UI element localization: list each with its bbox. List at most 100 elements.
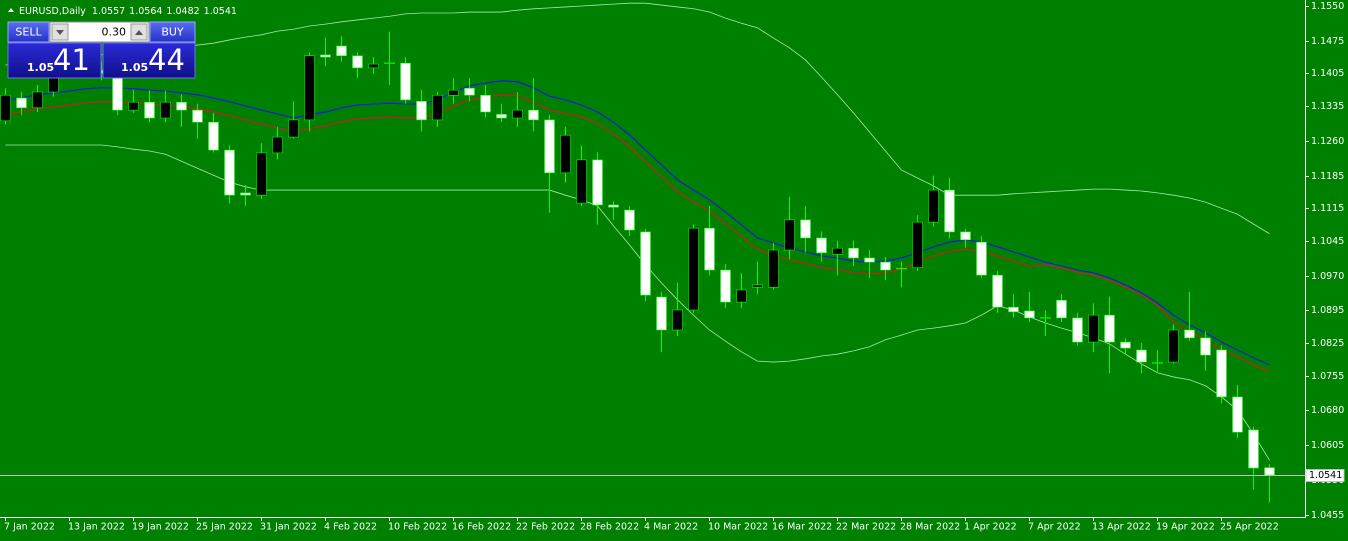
candle-body	[576, 159, 587, 204]
candle-body	[112, 77, 123, 111]
x-tick-label: 4 Mar 2022	[644, 522, 698, 533]
candle-body	[368, 63, 379, 69]
sell-button[interactable]	[7, 21, 50, 43]
candle-body	[912, 221, 923, 269]
x-tick-label: 1 Apr 2022	[964, 522, 1017, 533]
y-tick-label: 1.1335	[1311, 101, 1344, 112]
x-tick-label: 22 Feb 2022	[516, 522, 575, 533]
candle-body	[848, 247, 859, 259]
candle-body	[448, 89, 459, 96]
x-tick-label: 19 Apr 2022	[1156, 522, 1215, 533]
candle-body	[688, 227, 699, 311]
candle-body	[1056, 299, 1067, 319]
x-tick-label: 13 Apr 2022	[1092, 522, 1151, 533]
y-tick-label: 1.0895	[1311, 305, 1344, 316]
volume-box[interactable]	[49, 21, 150, 43]
candle-body	[288, 119, 299, 138]
candle-body	[1072, 317, 1083, 343]
y-tick-label: 1.1185	[1311, 171, 1344, 182]
candle-body	[128, 101, 139, 111]
candle-body	[544, 119, 555, 174]
y-tick-label: 1.0605	[1311, 440, 1344, 451]
x-tick-label: 16 Feb 2022	[452, 522, 511, 533]
candle-body	[208, 121, 219, 151]
x-tick-label: 25 Jan 2022	[196, 522, 253, 533]
candle-body	[1248, 429, 1259, 469]
candle-body	[1200, 337, 1211, 356]
candle-body	[1264, 467, 1275, 476]
x-tick-label: 16 Mar 2022	[772, 522, 832, 533]
candle-body	[1216, 349, 1227, 398]
candle-body	[1184, 329, 1195, 339]
x-tick-label: 4 Feb 2022	[324, 522, 377, 533]
volume-value: 0.30	[102, 26, 127, 39]
candle-body	[816, 237, 827, 254]
y-tick-label: 1.1260	[1311, 136, 1344, 147]
y-tick-label: 1.1115	[1311, 203, 1344, 214]
candle-body	[672, 309, 683, 331]
x-tick-label: 22 Mar 2022	[836, 522, 896, 533]
candle-body	[400, 62, 411, 101]
candle-body	[832, 247, 843, 255]
candle-body	[656, 296, 667, 331]
candle-body	[592, 159, 603, 206]
sell-label: SELL	[15, 26, 42, 39]
candle-body	[16, 97, 27, 109]
candle-body	[160, 101, 171, 119]
candle-body	[1168, 329, 1179, 363]
candle-body	[240, 192, 251, 196]
candle-body	[640, 231, 651, 296]
x-tick-label: 13 Jan 2022	[68, 522, 125, 533]
x-tick-label: 10 Mar 2022	[708, 522, 768, 533]
candle-body	[416, 100, 427, 121]
y-tick-label: 1.1405	[1311, 68, 1344, 79]
candle-body	[512, 109, 523, 119]
candle-body	[768, 249, 779, 288]
ask-prefix: 1.05	[121, 61, 148, 74]
candle-body	[336, 45, 347, 57]
candle-body	[0, 94, 11, 122]
y-tick-label: 1.0825	[1311, 338, 1344, 349]
candle-body	[1024, 310, 1035, 319]
candle-body	[496, 114, 507, 119]
bid-box[interactable]	[7, 42, 102, 79]
chart-header: EURUSD,Daily 1.0557 1.0564 1.0482 1.0541	[8, 6, 237, 17]
y-tick-label: 1.1550	[1311, 1, 1344, 12]
candle-body	[176, 101, 187, 111]
candle-body	[864, 257, 875, 263]
candle-body	[272, 136, 283, 154]
candle-body	[944, 189, 955, 233]
one-click-trading-panel: SELL 0.30 BUY 1.05 41 1.05 44	[7, 21, 196, 79]
bid-prefix: 1.05	[27, 61, 54, 74]
x-tick-label: 10 Feb 2022	[388, 522, 447, 533]
buy-label: BUY	[161, 26, 184, 39]
x-tick-label: 28 Mar 2022	[900, 522, 960, 533]
y-tick-label: 1.0455	[1311, 510, 1344, 521]
candle-body	[320, 54, 331, 58]
candle-body	[1088, 314, 1099, 343]
bid-pips: 41	[53, 43, 90, 77]
x-tick-label: 31 Jan 2022	[260, 522, 317, 533]
header-close: 1.0541	[204, 6, 237, 17]
x-tick-label: 19 Jan 2022	[132, 522, 189, 533]
y-tick-label: 1.0680	[1311, 405, 1344, 416]
header-open: 1.0557	[92, 6, 125, 17]
y-tick-label: 1.0755	[1311, 371, 1344, 382]
y-tick-label: 1.0970	[1311, 271, 1344, 282]
header-low: 1.0482	[166, 6, 199, 17]
candle-body	[1120, 341, 1131, 349]
ask-box[interactable]	[102, 42, 196, 79]
candle-body	[704, 227, 715, 271]
candle-body	[800, 219, 811, 239]
candle-body	[784, 219, 795, 251]
candle-body	[1136, 349, 1147, 363]
candle-body	[624, 209, 635, 231]
candle-body	[560, 134, 571, 174]
indicator-line	[5, 94, 1270, 373]
candle-body	[1008, 306, 1019, 313]
buy-button[interactable]	[149, 21, 196, 43]
candle-body	[144, 101, 155, 119]
candle-body	[960, 231, 971, 241]
collapse-icon[interactable]	[8, 8, 14, 12]
